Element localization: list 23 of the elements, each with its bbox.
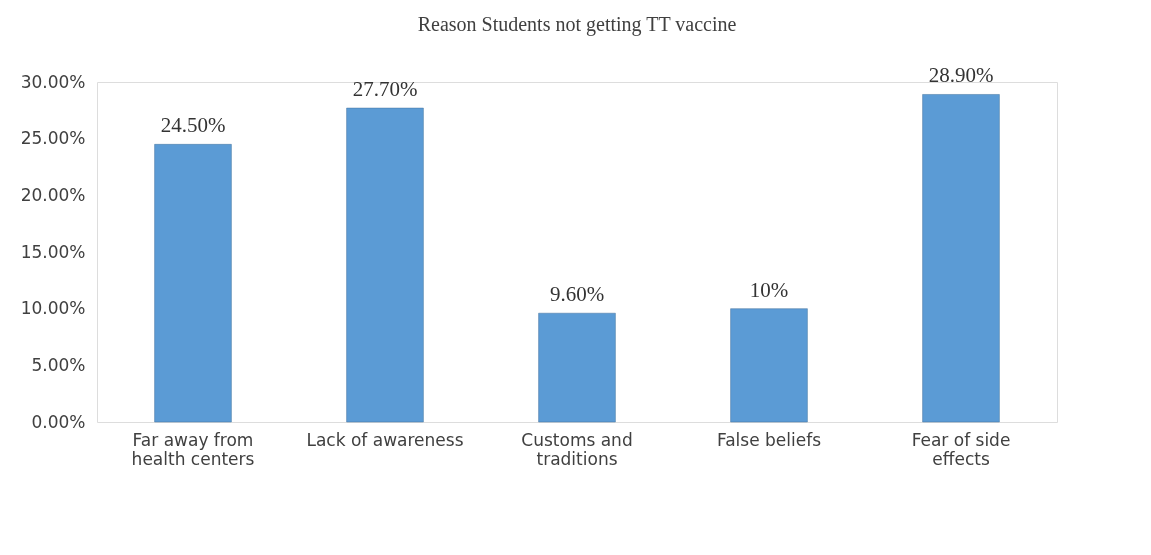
- data-label: 9.60%: [549, 282, 605, 307]
- bar: [538, 312, 616, 423]
- y-tick-label: 15.00%: [20, 241, 86, 262]
- y-tick-label: 30.00%: [20, 71, 86, 92]
- data-label: 10%: [749, 277, 789, 302]
- bar: [922, 94, 1000, 423]
- bar: [154, 144, 232, 423]
- x-tick-label: False beliefs: [716, 429, 822, 450]
- data-label: 27.70%: [352, 77, 418, 102]
- y-tick-label: 10.00%: [20, 298, 86, 319]
- bar: [346, 107, 424, 423]
- y-tick-label: 20.00%: [20, 184, 86, 205]
- data-label: 28.90%: [928, 63, 994, 88]
- x-tick-label: Fear of side effects: [911, 429, 1011, 469]
- bar: [730, 308, 808, 423]
- x-tick-label: Customs and traditions: [521, 429, 633, 469]
- chart-title: Reason Students not getting TT vaccine: [417, 13, 737, 37]
- x-tick-label: Far away from health centers: [131, 429, 255, 469]
- y-tick-label: 25.00%: [20, 128, 86, 149]
- y-tick-label: 0.00%: [31, 411, 86, 432]
- data-label: 24.50%: [160, 113, 226, 138]
- y-tick-label: 5.00%: [31, 354, 86, 375]
- x-tick-label: Lack of awareness: [306, 429, 464, 450]
